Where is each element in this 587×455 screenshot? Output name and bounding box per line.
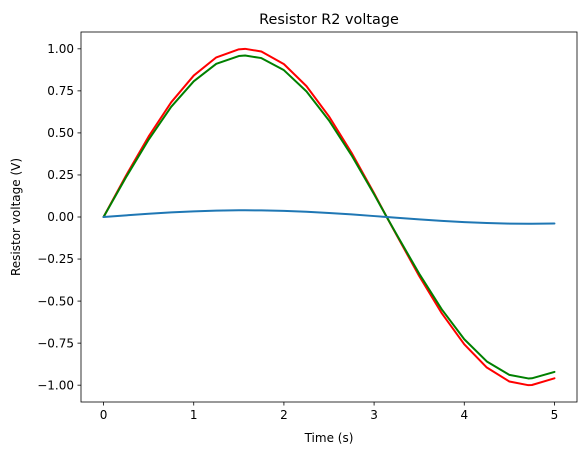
x-tick-label: 0 (100, 408, 108, 422)
x-tick-label: 5 (551, 408, 559, 422)
axes-background (81, 32, 577, 402)
y-tick-label: −1.00 (37, 378, 74, 392)
y-tick-label: −0.25 (37, 252, 74, 266)
series-line-3 (102, 209, 556, 225)
y-axis-label: Resistor voltage (V) (9, 158, 23, 276)
x-tick-label: 4 (460, 408, 468, 422)
chart-title: Resistor R2 voltage (259, 12, 399, 28)
series-layer (102, 47, 556, 387)
series-line-2 (102, 54, 556, 380)
x-axis-label: Time (s) (304, 431, 354, 445)
plot-area (81, 32, 577, 402)
y-tick-label: −0.50 (37, 294, 74, 308)
y-tick-label: 0.00 (47, 210, 74, 224)
y-tick-label: 0.75 (47, 84, 74, 98)
x-tick-label: 3 (370, 408, 378, 422)
x-tick-label: 2 (280, 408, 288, 422)
y-axis-ticks: −1.00 −0.75 −0.50 −0.25 0.00 0.25 0.50 0.75 1.00 (37, 42, 81, 392)
x-tick-label: 1 (190, 408, 198, 422)
y-tick-label: 1.00 (47, 42, 74, 56)
y-tick-label: 0.50 (47, 126, 74, 140)
series-line-1 (102, 47, 556, 387)
x-axis-ticks: 0 1 2 3 4 5 (100, 402, 559, 422)
y-tick-label: −0.75 (37, 336, 74, 350)
y-tick-label: 0.25 (47, 168, 74, 182)
